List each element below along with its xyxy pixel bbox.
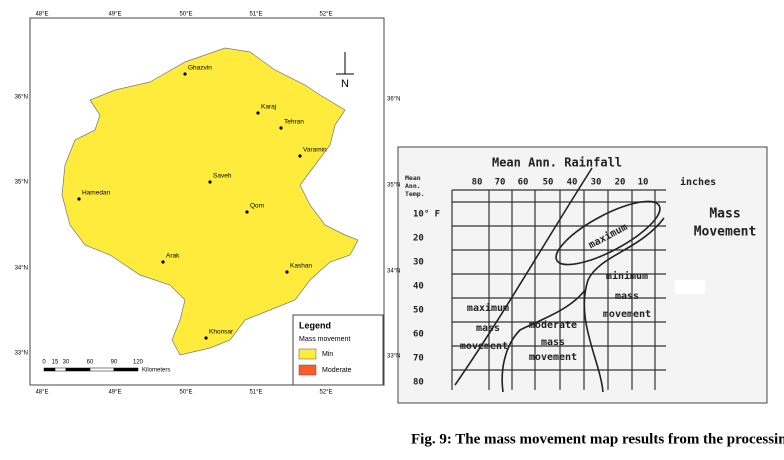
legend-label: Min	[322, 351, 333, 358]
city-label: Arak	[166, 253, 180, 260]
scale-label: 15	[52, 360, 59, 366]
region-label: movement	[529, 352, 577, 363]
top-axis-label: 48°E	[35, 12, 48, 18]
city-dot	[204, 336, 208, 340]
city-dot	[298, 154, 302, 158]
province-area	[61, 47, 359, 356]
bottom-axis-label: 52°E	[319, 390, 332, 396]
graph-y-title: Ann.	[405, 182, 421, 190]
scale-segment	[43, 367, 56, 372]
region-label: mass	[476, 323, 500, 334]
graph-y-title: Temp.	[405, 190, 425, 198]
legend-subtitle: Mass movement	[299, 336, 350, 343]
city-dot	[208, 180, 212, 184]
blank-patch	[675, 280, 705, 294]
city-label: Karaj	[261, 104, 276, 111]
graph-x-title: Mean Ann. Rainfall	[492, 156, 622, 170]
city-dot	[183, 72, 187, 76]
region-label: maximum	[467, 302, 509, 314]
city-dot	[285, 270, 289, 274]
graph-x-tick: 10	[638, 178, 649, 188]
graph-y-tick: 40	[413, 282, 424, 292]
top-axis-label: 51°E	[249, 12, 262, 18]
graph-y-tick: 70	[413, 354, 424, 364]
scale-segment	[65, 367, 91, 372]
city-label: Khonsar	[209, 329, 234, 336]
right-axis-label: 35°N	[387, 183, 400, 189]
north-label: N	[341, 78, 349, 90]
graph-x-tick: 30	[591, 178, 602, 188]
scale-label: 90	[111, 360, 118, 366]
city-label: Varamin	[303, 147, 327, 154]
city-dot	[161, 260, 165, 264]
left-axis-label: 36°N	[15, 95, 28, 101]
bottom-axis-label: 51°E	[249, 390, 262, 396]
scale-label: 60	[87, 360, 94, 366]
graph-x-tick: 60	[518, 178, 529, 188]
caption: Fig. 9: The mass movement map results fr…	[411, 431, 784, 447]
region-label: moderate	[529, 320, 577, 331]
city-dot	[279, 126, 283, 130]
graph-x-unit: inches	[680, 176, 716, 188]
city-dot	[245, 210, 249, 214]
city-dot	[256, 111, 260, 115]
region-label: mass	[615, 291, 639, 302]
scale-unit: Kilometers	[142, 368, 170, 374]
region-boundaries	[454, 167, 665, 393]
top-axis-label: 50°E	[179, 12, 192, 18]
region-label: minimum	[606, 270, 648, 282]
scale-label: 120	[133, 360, 144, 366]
graph-y-title: Mean	[405, 174, 421, 182]
city-label: Saveh	[213, 173, 232, 180]
bottom-axis-label: 50°E	[179, 390, 192, 396]
right-axis-label: 33°N	[387, 354, 400, 360]
city-label: Ghazvin	[188, 65, 212, 72]
city-dot	[77, 197, 81, 201]
graph-y-tick: 20	[413, 234, 424, 244]
region-label: movement	[460, 341, 508, 352]
scale-segment	[89, 367, 115, 372]
graph-y-tick: 50	[413, 306, 424, 316]
north-arrow	[336, 52, 354, 75]
graph-x-tick: 50	[543, 178, 554, 188]
right-axis-label: 36°N	[387, 97, 400, 103]
graph-y-tick: 30	[413, 258, 424, 268]
city-label: Hamedan	[82, 190, 111, 197]
graph-y-tick: 80	[413, 378, 424, 388]
graph-y-tick: 10° F	[413, 210, 440, 220]
bottom-axis-label: 48°E	[35, 390, 48, 396]
graph-x-tick: 40	[567, 178, 578, 188]
graph-grid	[451, 189, 666, 390]
left-axis-label: 33°N	[15, 351, 28, 357]
left-axis-label: 35°N	[15, 180, 28, 186]
scale-segment	[113, 367, 139, 372]
scale-segment	[54, 367, 67, 372]
graph-x-tick: 80	[472, 178, 483, 188]
graph-x-tick: 20	[615, 178, 626, 188]
top-axis-label: 52°E	[319, 12, 332, 18]
left-axis-label: 34°N	[15, 266, 28, 272]
bottom-axis-label: 49°E	[108, 390, 121, 396]
graph-title: Movement	[694, 225, 757, 240]
city-label: Qom	[250, 203, 264, 210]
graph-title: Mass	[709, 207, 740, 222]
graph-y-tick: 60	[413, 330, 424, 340]
region-label: mass	[541, 337, 565, 348]
legend-swatch	[298, 364, 317, 376]
graph-x-tick: 70	[495, 178, 506, 188]
top-axis-label: 49°E	[108, 12, 121, 18]
legend-label: Moderate	[322, 367, 352, 374]
right-axis-label: 34°N	[387, 269, 400, 275]
city-label: Tehran	[284, 119, 304, 126]
region-label: movement	[603, 309, 651, 320]
legend-swatch	[298, 348, 317, 360]
legend-title: Legend	[299, 320, 331, 330]
scale-label: 0	[42, 360, 46, 366]
city-label: Kashan	[290, 263, 312, 270]
scale-label: 30	[63, 360, 70, 366]
